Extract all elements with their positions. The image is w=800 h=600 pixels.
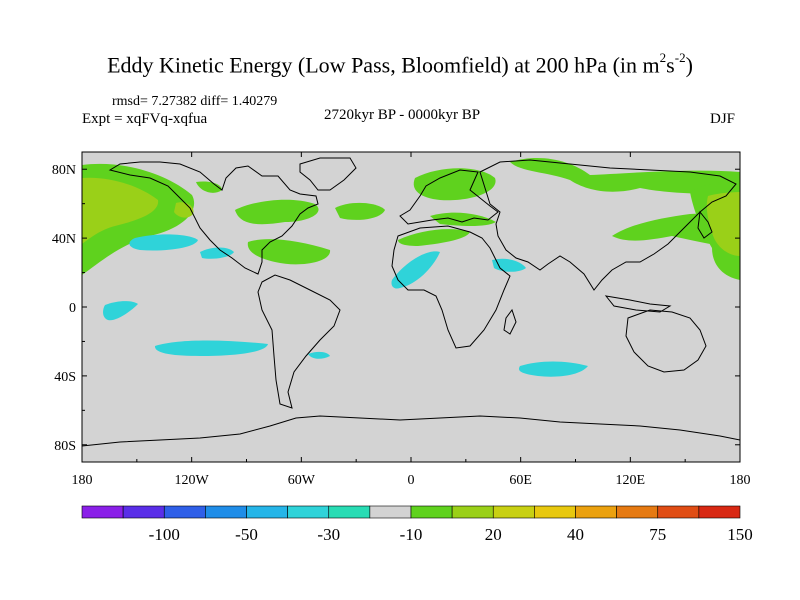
coast-antarctica: [82, 415, 740, 447]
colorbar-swatch: [246, 505, 288, 519]
coast-australia: [625, 309, 707, 373]
lat-label: 0: [69, 301, 76, 316]
colorbar-swatch: [534, 505, 576, 519]
positive-anomaly-canada: [196, 181, 222, 193]
colorbar-swatch: [657, 505, 700, 519]
colorbar-label: 40: [567, 525, 584, 544]
colorbar-label: -30: [317, 525, 340, 544]
coast-asia: [479, 159, 737, 291]
lon-label: 120E: [616, 473, 646, 488]
latitude-axis: 80N 40N 0 40S 80S: [52, 163, 740, 454]
colorbar-swatch: [575, 505, 617, 519]
positive-anomaly-mediterranean: [430, 212, 496, 226]
colorbar-swatch: [163, 505, 206, 519]
colorbar-label: 20: [485, 525, 502, 544]
colorbar-label: 150: [727, 525, 753, 544]
lat-label: 80S: [54, 439, 76, 454]
colorbar-swatch: [698, 505, 741, 519]
colorbar-label: -100: [149, 525, 180, 544]
stats-text: rmsd= 7.27382 diff= 1.40279: [112, 94, 278, 109]
colorbar-swatch: [205, 505, 247, 519]
colorbar: -100 -50 -30 -10 20 40 75 150: [81, 505, 753, 544]
coastlines: [82, 157, 740, 447]
lon-label: 180: [730, 473, 751, 488]
colorbar-swatch: [328, 505, 371, 519]
experiment-label: Expt = xqFVq-xqfua: [82, 111, 208, 127]
colorbar-swatch: [616, 505, 659, 519]
lon-label: 120W: [175, 473, 210, 488]
colorbar-label: -10: [400, 525, 423, 544]
coast-indonesia: [604, 295, 672, 313]
season-label: DJF: [710, 111, 736, 127]
negative-anomaly-mexico: [200, 247, 234, 259]
positive-anomaly-europe-north: [413, 168, 496, 201]
period-label: 2720kyr BP - 0000kyr BP: [324, 107, 481, 123]
lon-label: 60E: [509, 473, 532, 488]
colorbar-swatch: [287, 505, 330, 519]
negative-anomaly-west-africa: [391, 251, 440, 289]
positive-anomaly-mid-atlantic: [335, 202, 385, 220]
coast-greenland: [299, 157, 357, 191]
negative-anomaly-south-pacific: [154, 340, 268, 356]
longitude-axis: 180 120W 60W 0 60E 120E 180: [72, 152, 751, 488]
lat-label: 40S: [54, 370, 76, 385]
colorbar-swatch: [410, 505, 453, 519]
coast-madagascar: [503, 308, 517, 335]
lat-label: 80N: [52, 163, 76, 178]
positive-anomaly-us-south: [247, 239, 331, 265]
negative-anomaly-south-pacific-west: [103, 301, 138, 321]
coast-south-america: [257, 274, 341, 409]
map-title: Eddy Kinetic Energy (Low Pass, Bloomfiel…: [107, 50, 693, 78]
negative-anomaly-pacific-east: [129, 234, 198, 251]
coast-africa: [391, 225, 511, 349]
colorbar-swatch: [369, 505, 412, 519]
colorbar-label: 75: [649, 525, 666, 544]
positive-anomaly-north-africa: [398, 229, 470, 246]
positive-anomaly-na-pacific-core: [82, 177, 159, 244]
coast-japan: [697, 210, 713, 239]
negative-anomaly-south-atlantic: [308, 351, 330, 359]
positive-anomaly-siberia: [510, 158, 740, 194]
colorbar-swatch: [492, 505, 535, 519]
coast-europe: [399, 169, 499, 225]
coast-north-america: [108, 161, 319, 275]
positive-anomaly-nw-pacific-core: [706, 192, 740, 256]
colorbar-swatch: [81, 505, 124, 519]
lon-label: 0: [408, 473, 415, 488]
colorbar-label: -50: [235, 525, 258, 544]
lat-label: 40N: [52, 232, 76, 247]
colorbar-swatch: [122, 505, 165, 519]
negative-anomaly-indian-ocean: [518, 361, 588, 377]
colorbar-swatch: [451, 505, 494, 519]
lon-label: 180: [72, 473, 93, 488]
lon-label: 60W: [288, 473, 316, 488]
